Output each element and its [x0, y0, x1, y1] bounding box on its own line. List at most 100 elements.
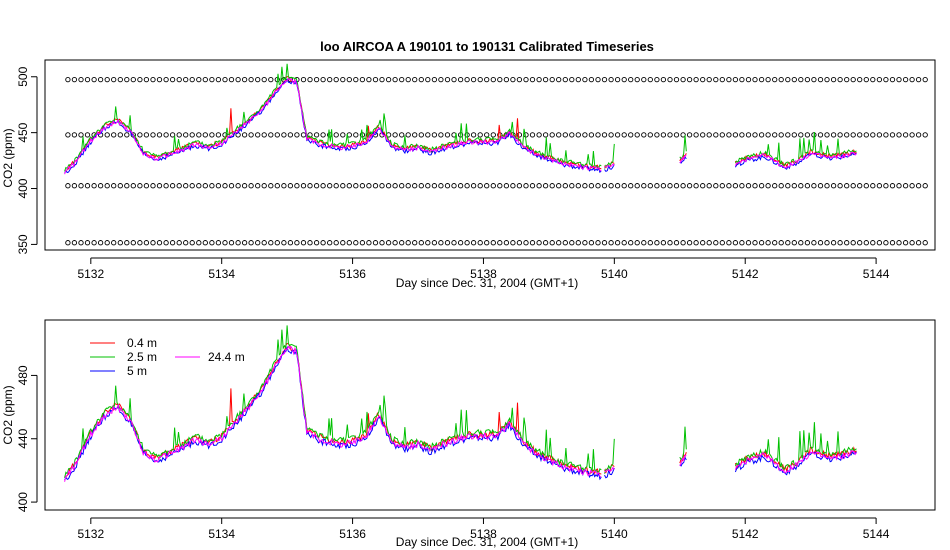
calibration-marker — [811, 76, 817, 83]
calibration-marker — [346, 183, 352, 189]
calibration-marker — [693, 132, 699, 138]
calibration-marker — [844, 240, 850, 246]
calibration-marker — [614, 240, 621, 246]
calibration-marker — [484, 76, 490, 83]
calibration-marker — [137, 132, 143, 138]
calibration-marker — [137, 183, 143, 189]
calibration-marker — [745, 76, 752, 83]
calibration-marker — [883, 240, 889, 246]
calibration-marker — [418, 183, 424, 189]
calibration-marker — [359, 76, 366, 83]
x-tick-label: 5134 — [208, 267, 235, 281]
calibration-marker — [464, 183, 470, 189]
calibration-marker — [922, 76, 928, 83]
calibration-marker — [889, 76, 896, 83]
calibration-marker — [549, 76, 555, 83]
calibration-marker — [124, 183, 130, 189]
calibration-marker — [562, 132, 568, 138]
calibration-marker — [824, 76, 830, 83]
calibration-marker — [883, 76, 889, 83]
top-x-axis-title: Day since Dec. 31, 2004 (GMT+1) — [396, 276, 578, 290]
calibration-marker — [791, 76, 797, 83]
calibration-marker — [516, 76, 523, 83]
calibration-marker — [922, 240, 928, 246]
calibration-marker — [438, 132, 444, 138]
calibration-marker — [791, 183, 797, 189]
calibration-marker — [130, 76, 136, 83]
calibration-marker — [516, 132, 523, 138]
calibration-marker — [320, 76, 326, 83]
series-line-1 — [679, 426, 687, 461]
calibration-marker — [706, 132, 712, 138]
y-tick-label: 400 — [16, 492, 30, 512]
calibration-marker — [654, 183, 660, 189]
calibration-marker — [425, 240, 431, 246]
calibration-marker — [327, 240, 333, 246]
calibration-marker — [156, 76, 163, 83]
calibration-marker — [556, 183, 562, 189]
calibration-marker — [811, 240, 817, 246]
calibration-marker — [241, 183, 248, 189]
calibration-marker — [444, 132, 451, 138]
calibration-marker — [719, 76, 725, 83]
calibration-marker — [556, 76, 562, 83]
calibration-marker — [65, 240, 71, 246]
calibration-marker — [660, 76, 667, 83]
calibration-marker — [189, 132, 195, 138]
calibration-marker — [876, 183, 883, 189]
calibration-marker — [418, 240, 424, 246]
calibration-marker — [385, 240, 392, 246]
calibration-marker — [765, 183, 771, 189]
calibration-marker — [183, 76, 189, 83]
calibration-marker — [425, 183, 431, 189]
calibration-marker — [529, 240, 536, 246]
calibration-marker — [189, 183, 195, 189]
calibration-marker — [876, 76, 883, 83]
calibration-marker — [71, 132, 78, 138]
calibration-marker — [667, 240, 673, 246]
calibration-marker — [634, 76, 640, 83]
calibration-marker — [614, 183, 621, 189]
calibration-marker — [379, 76, 385, 83]
calibration-marker — [739, 240, 745, 246]
calibration-marker — [641, 132, 647, 138]
calibration-marker — [772, 240, 778, 246]
calibration-marker — [241, 132, 248, 138]
calibration-marker — [726, 132, 732, 138]
series-line-2 — [64, 78, 602, 174]
calibration-marker — [497, 240, 503, 246]
calibration-marker — [503, 76, 510, 83]
calibration-marker — [516, 183, 523, 189]
calibration-marker — [294, 240, 300, 246]
calibration-marker — [196, 240, 202, 246]
calibration-marker — [287, 183, 294, 189]
calibration-marker — [65, 183, 71, 189]
calibration-marker — [778, 76, 784, 83]
calibration-marker — [536, 183, 542, 189]
calibration-marker — [798, 76, 804, 83]
calibration-marker — [870, 132, 876, 138]
calibration-marker — [837, 240, 843, 246]
calibration-marker — [438, 240, 444, 246]
calibration-marker — [261, 76, 267, 83]
calibration-marker — [111, 240, 117, 246]
calibration-marker — [713, 132, 719, 138]
calibration-marker — [752, 183, 758, 189]
calibration-marker — [399, 76, 405, 83]
calibration-marker — [457, 240, 464, 246]
calibration-marker — [621, 240, 627, 246]
calibration-marker — [248, 132, 254, 138]
legend-label-3: 24.4 m — [208, 350, 245, 364]
calibration-marker — [817, 183, 824, 189]
calibration-marker — [569, 76, 575, 83]
calibration-marker — [915, 76, 922, 83]
calibration-marker — [84, 183, 91, 189]
calibration-marker — [385, 183, 392, 189]
calibration-marker — [327, 183, 333, 189]
calibration-marker — [745, 240, 752, 246]
calibration-marker — [484, 240, 490, 246]
calibration-marker — [300, 76, 307, 83]
calibration-marker — [673, 240, 680, 246]
calibration-marker — [785, 132, 791, 138]
calibration-marker — [680, 183, 686, 189]
